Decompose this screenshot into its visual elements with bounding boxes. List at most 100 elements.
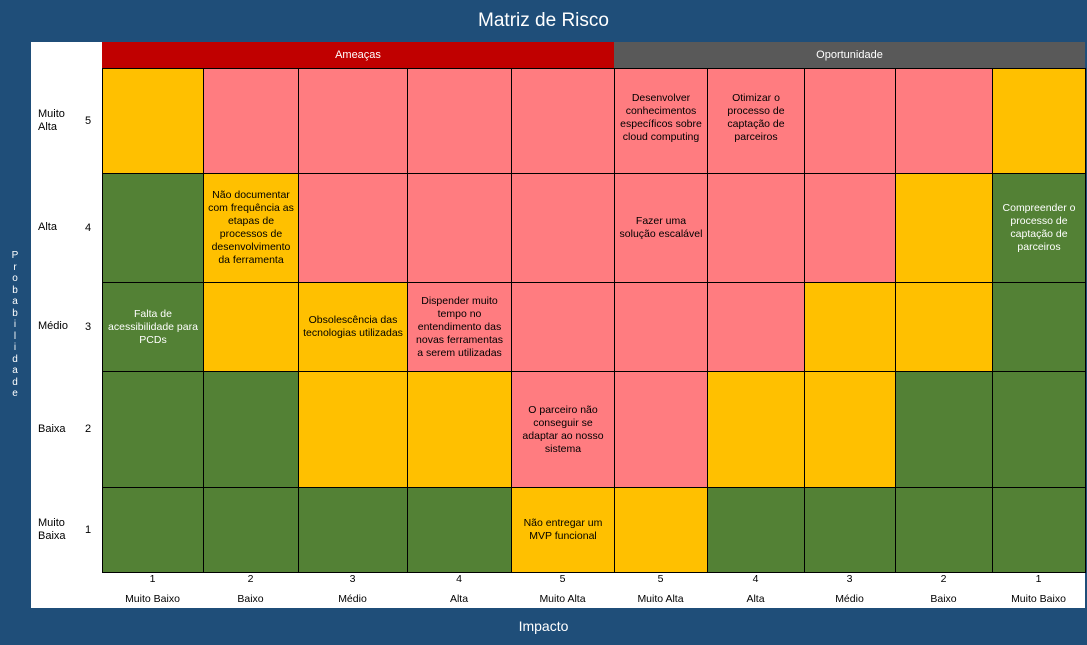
- row-number: 3: [84, 320, 92, 333]
- row-name: Baixa: [38, 422, 66, 435]
- matrix-cell: [992, 487, 1086, 573]
- matrix-cell: Otimizar o processo de captação de parce…: [707, 68, 805, 174]
- matrix-cell: [992, 282, 1086, 372]
- matrix-cell: [102, 487, 204, 573]
- matrix-cell: [992, 371, 1086, 488]
- matrix-cell: [895, 68, 993, 174]
- matrix-cell: [804, 173, 896, 283]
- row-label: Muito Alta 5: [31, 68, 102, 173]
- matrix-cell: Dispender muito tempo no entendimento da…: [407, 282, 512, 372]
- y-axis-letter: r: [13, 261, 17, 273]
- column-number: 3: [846, 573, 853, 585]
- matrix-cell: Não documentar com frequência as etapas …: [203, 173, 299, 283]
- matrix-cell: Desenvolver conhecimentos específicos so…: [614, 68, 708, 174]
- risk-matrix: Ameaças Oportunidade Muito Alta 5 Alta 4 Méd…: [31, 42, 1086, 608]
- y-axis-letter: a: [12, 296, 18, 308]
- column-name: Muito Alta: [637, 593, 684, 605]
- row-label: Muito Baixa 1: [31, 487, 102, 572]
- row-number: 5: [84, 114, 92, 127]
- matrix-cell: [895, 487, 993, 573]
- matrix-cell: [511, 173, 615, 283]
- y-axis-letter: d: [12, 353, 18, 365]
- matrix-cell: [992, 68, 1086, 174]
- matrix-cell: O parceiro não conseguir se adaptar ao n…: [511, 371, 615, 488]
- opportunities-header: Oportunidade: [614, 42, 1085, 68]
- matrix-cell: [298, 173, 408, 283]
- y-axis-letter: b: [12, 284, 18, 296]
- matrix-cell: Falta de acessibilidade para PCDs: [102, 282, 204, 372]
- matrix-cell: [203, 282, 299, 372]
- matrix-cell: [102, 371, 204, 488]
- matrix-cell: [298, 371, 408, 488]
- y-axis-letter: a: [12, 365, 18, 377]
- matrix-cell: [511, 68, 615, 174]
- column-number: 4: [456, 573, 462, 585]
- threats-header: Ameaças: [102, 42, 614, 68]
- y-axis-letter: l: [13, 330, 17, 342]
- column-number: 2: [247, 573, 254, 585]
- y-axis-letter: e: [12, 388, 18, 400]
- column-name: Alta: [746, 593, 765, 605]
- matrix-cell: [804, 487, 896, 573]
- matrix-cell: [203, 68, 299, 174]
- matrix-cell: [614, 282, 708, 372]
- column-number: 1: [149, 573, 156, 585]
- matrix-cell: [804, 68, 896, 174]
- matrix-cell: Compreender o processo de captação de pa…: [992, 173, 1086, 283]
- column-number: 5: [657, 573, 664, 585]
- row-label: Baixa 2: [31, 371, 102, 487]
- column-name: Muito Baixo: [125, 593, 180, 605]
- matrix-cell: [614, 487, 708, 573]
- matrix-cell: [707, 173, 805, 283]
- matrix-cell: [298, 487, 408, 573]
- column-name: Alta: [449, 593, 469, 605]
- matrix-cell: Não entregar um MVP funcional: [511, 487, 615, 573]
- y-axis-letter: b: [12, 307, 18, 319]
- y-axis-letter: P: [11, 250, 19, 262]
- matrix-cell: [707, 282, 805, 372]
- y-axis-letter: i: [13, 342, 17, 354]
- column-name: Baixo: [237, 593, 264, 605]
- row-label: Médio 3: [31, 282, 102, 371]
- column-number: 5: [559, 573, 566, 585]
- matrix-cell: [895, 371, 993, 488]
- column-name: Baixo: [930, 593, 957, 605]
- x-axis-label: Impacto: [518, 618, 569, 634]
- row-name: Alta: [38, 221, 57, 233]
- matrix-cell: [203, 487, 299, 573]
- matrix-cell: [511, 282, 615, 372]
- y-axis-letter: d: [12, 376, 18, 388]
- matrix-cell: [895, 173, 993, 283]
- row-label: Alta 4: [31, 173, 102, 282]
- matrix-cell: [102, 173, 204, 283]
- y-axis-letter: o: [12, 273, 18, 285]
- column-number: 3: [349, 573, 356, 585]
- row-number: 4: [84, 221, 92, 234]
- column-name: Muito Alta: [539, 593, 586, 605]
- matrix-cell: [407, 487, 512, 573]
- column-name: Muito Baixo: [1011, 593, 1066, 605]
- matrix-cell: [895, 282, 993, 372]
- matrix-cell: [298, 68, 408, 174]
- column-number: 1: [1035, 573, 1042, 585]
- row-number: 2: [84, 423, 92, 435]
- column-number: 2: [940, 573, 947, 585]
- matrix-cell: [614, 371, 708, 488]
- matrix-cell: [707, 487, 805, 573]
- matrix-cell: [804, 282, 896, 372]
- column-number: 4: [752, 573, 759, 585]
- matrix-cell: [407, 68, 512, 174]
- matrix-cell: [102, 68, 204, 174]
- matrix-cell: Obsolescência das tecnologias utilizadas: [298, 282, 408, 372]
- matrix-cell: [407, 371, 512, 488]
- matrix-cell: [407, 173, 512, 283]
- matrix-cell: Fazer uma solução escalável: [614, 173, 708, 283]
- row-name: Muito Alta: [38, 107, 65, 133]
- y-axis-letter: i: [13, 319, 17, 331]
- matrix-cell: [707, 371, 805, 488]
- row-name: Muito Baixa: [38, 516, 66, 542]
- row-number: 1: [84, 523, 92, 536]
- matrix-cell: [804, 371, 896, 488]
- row-name: Médio: [38, 320, 68, 332]
